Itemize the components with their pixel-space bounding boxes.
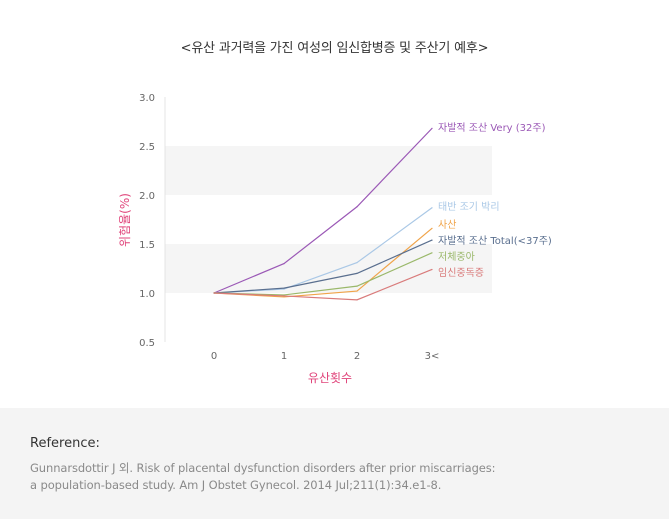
series-point (283, 294, 285, 296)
chart-title: <유산 과거력을 가진 여성의 임신합병증 및 주산기 예후> (180, 41, 489, 56)
reference-citation-line-2: a population-based study. Am J Obstet Gy… (30, 478, 442, 492)
series-point (431, 252, 433, 254)
series-label: 자발적 조산 Very (32주) (438, 122, 546, 134)
series-point (356, 299, 358, 301)
series-point (283, 295, 285, 297)
series-point (213, 292, 215, 294)
series-label: 태반 조기 박리 (438, 201, 500, 213)
reference-panel: Reference: Gunnarsdottir J 외. Risk of pl… (0, 408, 669, 519)
x-tick-label: 1 (281, 351, 287, 362)
chart-area: <유산 과거력을 가진 여성의 임신합병증 및 주산기 예후> 3.0 2.5 2.… (118, 41, 552, 385)
series-label: 저체중아 (438, 251, 475, 263)
series-point (431, 268, 433, 271)
series-point (283, 288, 285, 290)
series-point (283, 263, 285, 265)
x-tick-label: 3< (425, 351, 440, 362)
y-tick-label: 3.0 (139, 93, 155, 104)
y-tick-label: 2.5 (139, 142, 155, 153)
x-tick-label: 0 (211, 351, 217, 362)
series-point (431, 239, 433, 241)
series-point (356, 290, 358, 292)
series-point (356, 272, 358, 274)
y-tick-label: 1.5 (139, 240, 155, 251)
series-point (283, 287, 285, 289)
reference-citation-line-1: Gunnarsdottir J 외. Risk of placental dys… (30, 461, 496, 475)
series-point (356, 262, 358, 264)
x-axis-title: 유산횟수 (308, 371, 352, 385)
y-tick-label: 0.5 (139, 338, 155, 349)
y-tick-label: 2.0 (139, 191, 155, 202)
line-chart: 3.0 2.5 2.0 1.5 1.0 0.5 0 1 2 3< 유산횟수 위험율(%) 자발적 조산 … (118, 93, 552, 385)
series-point (356, 285, 358, 287)
reference-heading: Reference: (30, 436, 100, 451)
grid-band (165, 244, 492, 293)
y-axis-title: 위험율(%) (118, 193, 132, 247)
series-point (431, 207, 433, 209)
series-line (213, 127, 433, 294)
series-line (213, 268, 433, 301)
series-line (213, 239, 433, 294)
series-point (431, 227, 433, 229)
series-label: 임신중독증 (438, 266, 484, 279)
series-point (431, 127, 433, 129)
series-point (283, 296, 285, 298)
series-point (356, 206, 358, 208)
series-label: 자발적 조산 Total(<37주) (438, 235, 552, 247)
series-label: 사산 (438, 219, 456, 231)
grid-band (165, 146, 492, 195)
y-tick-label: 1.0 (139, 289, 155, 300)
x-tick-label: 2 (354, 351, 360, 362)
